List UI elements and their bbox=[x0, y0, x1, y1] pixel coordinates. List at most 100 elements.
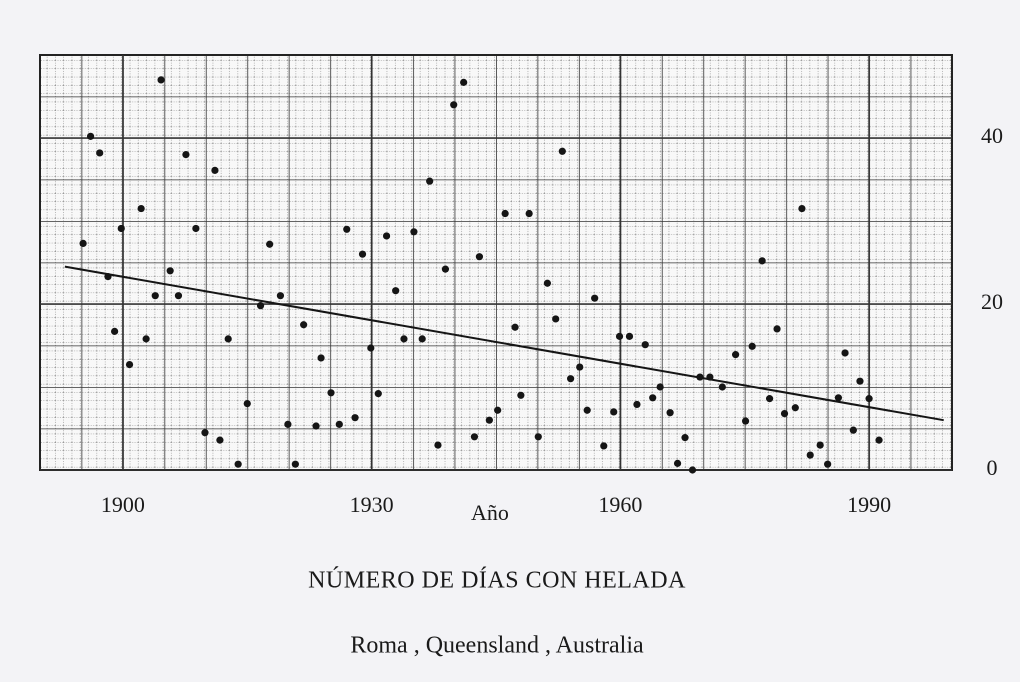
point bbox=[718, 383, 726, 391]
point bbox=[351, 414, 359, 422]
point bbox=[824, 460, 832, 468]
y-tick-label: 0 bbox=[987, 455, 998, 480]
point bbox=[470, 433, 479, 441]
point bbox=[460, 78, 468, 86]
point bbox=[591, 294, 599, 302]
point bbox=[312, 422, 320, 430]
x-tick-label: 1900 bbox=[101, 492, 145, 517]
point bbox=[656, 383, 664, 391]
y-tick-label: 40 bbox=[981, 123, 1003, 148]
point bbox=[758, 257, 766, 265]
point bbox=[256, 302, 265, 310]
point bbox=[284, 420, 292, 428]
point bbox=[343, 225, 351, 233]
point bbox=[410, 228, 418, 236]
x-tick-label: 1930 bbox=[350, 492, 394, 517]
point bbox=[234, 460, 242, 468]
point bbox=[583, 406, 591, 414]
point bbox=[117, 224, 125, 233]
point bbox=[748, 342, 756, 350]
point bbox=[576, 363, 584, 371]
point bbox=[649, 394, 657, 402]
point bbox=[834, 394, 843, 402]
point bbox=[875, 436, 883, 444]
point bbox=[567, 375, 575, 383]
point bbox=[450, 101, 458, 109]
point bbox=[276, 292, 285, 300]
point bbox=[125, 360, 134, 369]
point bbox=[816, 441, 824, 449]
trend-line bbox=[64, 265, 944, 422]
point bbox=[400, 335, 408, 343]
point bbox=[137, 204, 145, 213]
point bbox=[382, 232, 391, 240]
point bbox=[441, 265, 450, 273]
point bbox=[543, 279, 552, 287]
point bbox=[243, 400, 251, 408]
point bbox=[86, 132, 95, 140]
point bbox=[96, 149, 104, 157]
point bbox=[434, 441, 442, 449]
point bbox=[317, 354, 325, 362]
point bbox=[335, 420, 343, 428]
x-tick-label: 1990 bbox=[847, 492, 891, 517]
point bbox=[485, 416, 493, 424]
point bbox=[766, 395, 774, 403]
grid-pattern bbox=[40, 55, 952, 470]
x-axis-label: Año bbox=[471, 500, 509, 525]
point bbox=[681, 434, 689, 442]
point bbox=[216, 436, 224, 444]
point bbox=[732, 351, 740, 359]
point bbox=[798, 204, 806, 213]
point bbox=[741, 417, 750, 425]
point bbox=[633, 400, 641, 409]
point bbox=[157, 76, 165, 84]
point bbox=[780, 409, 789, 418]
point bbox=[641, 341, 649, 349]
point bbox=[142, 335, 150, 343]
point bbox=[79, 239, 87, 248]
x-tick-label: 1960 bbox=[598, 492, 642, 517]
point bbox=[327, 389, 335, 397]
point bbox=[367, 344, 375, 352]
point bbox=[666, 409, 674, 417]
point bbox=[224, 335, 232, 343]
point bbox=[501, 209, 509, 218]
point bbox=[494, 406, 502, 414]
point bbox=[688, 466, 697, 474]
point bbox=[418, 335, 426, 343]
point bbox=[111, 327, 119, 335]
point bbox=[791, 404, 799, 412]
point bbox=[201, 429, 209, 437]
point bbox=[610, 408, 618, 416]
point bbox=[291, 460, 299, 468]
point bbox=[358, 250, 367, 258]
point bbox=[166, 267, 174, 275]
point bbox=[174, 292, 183, 300]
point bbox=[558, 147, 566, 155]
chart-subtitle: Roma , Queensland , Australia bbox=[350, 633, 644, 659]
point bbox=[600, 442, 608, 450]
point bbox=[392, 287, 400, 295]
point bbox=[849, 426, 857, 434]
point bbox=[426, 177, 434, 185]
point bbox=[806, 451, 814, 459]
point bbox=[625, 332, 634, 340]
chart-title: NÚMERO DE DÍAS CON HELADA bbox=[308, 567, 686, 594]
point bbox=[534, 433, 542, 441]
point bbox=[525, 209, 533, 218]
point bbox=[192, 224, 200, 233]
point bbox=[615, 332, 624, 340]
point bbox=[841, 349, 849, 357]
point bbox=[511, 323, 519, 331]
point bbox=[865, 395, 873, 403]
point bbox=[475, 253, 484, 261]
point bbox=[211, 166, 219, 174]
point bbox=[266, 240, 274, 248]
point bbox=[517, 391, 525, 399]
point bbox=[300, 321, 308, 329]
point bbox=[856, 377, 864, 385]
point bbox=[151, 292, 159, 300]
